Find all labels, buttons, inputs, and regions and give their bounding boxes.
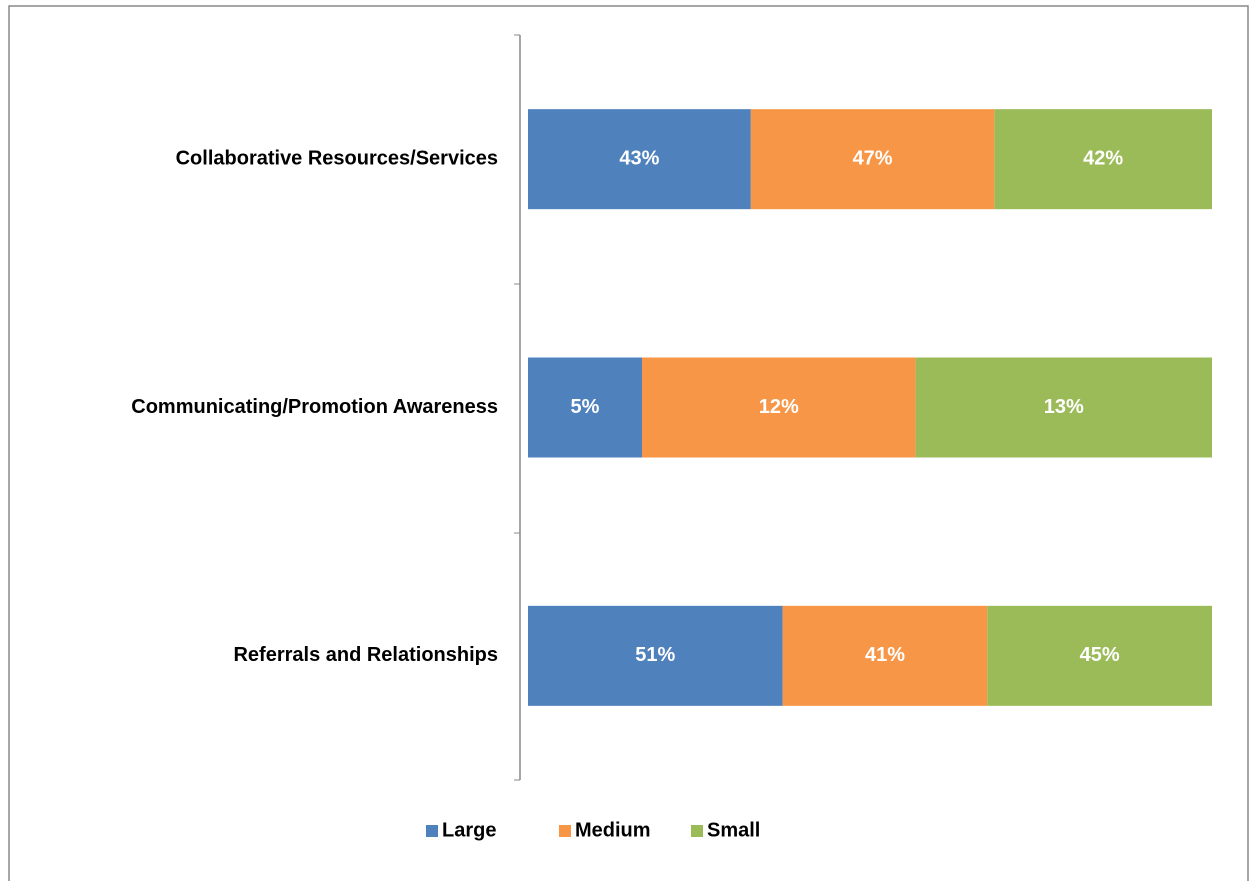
bar-segment: [642, 357, 916, 458]
bar-segment: [987, 605, 1212, 706]
bar-segment: [782, 605, 988, 706]
bar-segment: [915, 357, 1212, 458]
data-label: 47%: [853, 147, 893, 169]
data-label: 43%: [619, 147, 659, 169]
bar-segment: [528, 605, 783, 706]
y-tick-label: Communicating/Promotion Awareness: [131, 396, 498, 418]
data-label: 51%: [635, 644, 675, 666]
bar-segment: [994, 109, 1212, 210]
data-label: 45%: [1080, 644, 1120, 666]
y-tick-label: Referrals and Relationships: [233, 644, 498, 666]
data-label: 12%: [759, 396, 799, 418]
legend-swatch: [426, 825, 438, 837]
legend-label: Large: [442, 819, 496, 841]
data-label: 42%: [1083, 147, 1123, 169]
data-label: 41%: [865, 644, 905, 666]
bar-segment: [528, 109, 751, 210]
data-label: 13%: [1044, 396, 1084, 418]
legend-label: Medium: [575, 819, 651, 841]
legend-label: Small: [707, 819, 760, 841]
legend-swatch: [691, 825, 703, 837]
chart-frame: [8, 5, 1249, 881]
bar-segment: [750, 109, 995, 210]
legend-swatch: [559, 825, 571, 837]
y-tick-label: Collaborative Resources/Services: [176, 147, 498, 169]
bar-segment: [528, 357, 642, 458]
data-label: 5%: [571, 396, 600, 418]
